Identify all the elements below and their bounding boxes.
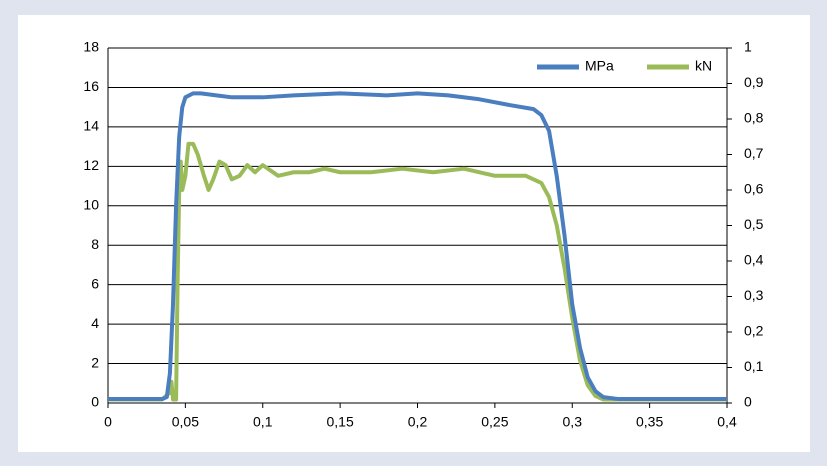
legend-label: MPa: [585, 58, 614, 74]
y-tick-label: 16: [83, 78, 99, 94]
y2-tick-label: 0,7: [744, 145, 764, 161]
x-tick-label: 0,2: [408, 414, 428, 430]
y2-tick-label: 0,2: [744, 323, 764, 339]
series-line: [108, 141, 727, 402]
y2-tick-label: 1: [744, 39, 752, 55]
y-tick-label: 12: [83, 157, 99, 173]
x-tick-label: 0,3: [563, 414, 583, 430]
y2-tick-label: 0,8: [744, 110, 764, 126]
legend-label: kN: [695, 58, 712, 74]
x-tick-label: 0,15: [327, 414, 354, 430]
y-tick-label: 8: [91, 236, 99, 252]
y-tick-label: 6: [91, 275, 99, 291]
chart-area: [18, 15, 810, 452]
y2-tick-label: 0,1: [744, 358, 764, 374]
x-tick-label: 0,1: [253, 414, 273, 430]
y2-tick-label: 0: [744, 394, 752, 410]
y-tick-label: 0: [91, 394, 99, 410]
y2-tick-label: 0,3: [744, 287, 764, 303]
y-tick-label: 14: [83, 118, 99, 134]
y2-tick-label: 0,6: [744, 181, 764, 197]
y-tick-label: 4: [91, 315, 99, 331]
x-tick-label: 0: [104, 414, 112, 430]
y-tick-label: 10: [83, 196, 99, 212]
series-line: [108, 91, 727, 402]
x-tick-label: 0,25: [481, 414, 508, 430]
x-tick-label: 0,35: [636, 414, 663, 430]
x-tick-label: 0,4: [717, 414, 737, 430]
y-tick-label: 2: [91, 354, 99, 370]
y2-tick-label: 0,9: [744, 74, 764, 90]
y-tick-label: 18: [83, 39, 99, 55]
y2-tick-label: 0,5: [744, 216, 764, 232]
y2-tick-label: 0,4: [744, 252, 764, 268]
x-tick-label: 0,05: [172, 414, 199, 430]
